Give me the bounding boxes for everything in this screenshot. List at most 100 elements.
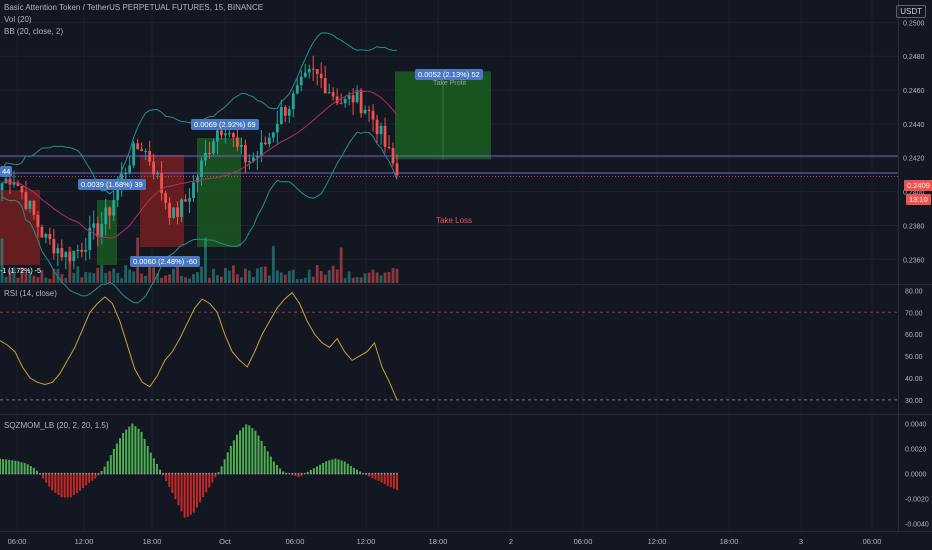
squeeze-dot — [223, 472, 226, 475]
squeeze-dot — [143, 472, 146, 475]
volume-bar — [287, 271, 291, 283]
price-tick-label: 0.2380 — [903, 223, 925, 230]
candle-body — [275, 124, 279, 133]
volume-bar — [375, 272, 379, 283]
rsi-line — [0, 291, 398, 401]
candle-body — [287, 109, 291, 116]
candle-body — [339, 103, 343, 105]
squeeze-dot — [205, 472, 208, 475]
candle-body — [331, 92, 335, 97]
squeeze-dot — [85, 472, 88, 475]
squeeze-dot — [226, 472, 229, 475]
squeeze-dot — [72, 472, 75, 475]
squeeze-dot — [199, 472, 201, 475]
candle-body — [303, 72, 307, 77]
volume-bar — [200, 266, 203, 283]
candle-body — [12, 182, 16, 185]
candle-body — [140, 149, 144, 151]
time-tick-label: 06:00 — [8, 537, 27, 546]
squeeze-dot — [76, 472, 78, 475]
sqzmom-tick-label: 0.0020 — [905, 447, 927, 454]
squeeze-dot — [371, 472, 374, 475]
volume-bar — [28, 272, 32, 283]
squeeze-dot — [171, 472, 174, 475]
candle-body — [283, 107, 287, 116]
squeeze-dot — [14, 472, 17, 475]
time-tick-label: 06:00 — [286, 537, 305, 546]
squeeze-dot — [285, 472, 288, 475]
candle-body — [279, 107, 283, 125]
squeeze-dot — [128, 472, 131, 475]
squeeze-dot — [63, 472, 66, 475]
candle-body — [164, 193, 167, 203]
squeeze-dot — [26, 472, 29, 475]
volume-bar — [168, 274, 171, 283]
volume-bar — [339, 247, 343, 283]
squeeze-dot — [389, 472, 392, 475]
volume-bar — [311, 276, 315, 283]
candle-body — [36, 214, 40, 227]
sqzmom-tick-label: -0.0020 — [905, 497, 929, 504]
candle-body — [28, 200, 32, 209]
squeeze-dot — [180, 472, 183, 475]
volume-bar — [80, 277, 84, 283]
candle-body — [395, 163, 399, 176]
squeeze-dot — [362, 472, 365, 475]
candle-body — [168, 202, 171, 218]
squeeze-dot — [109, 472, 112, 475]
volume-bar — [299, 278, 303, 283]
candle-body — [335, 96, 339, 104]
rsi-title: RSI (14, close) — [4, 289, 57, 298]
time-tick-label: 18:00 — [143, 537, 162, 546]
volume-bar — [307, 269, 311, 283]
candle-body — [323, 78, 327, 94]
volume-bar — [236, 274, 239, 283]
volume-bar — [24, 272, 28, 283]
volume-bar — [228, 270, 231, 283]
candle-body — [343, 98, 347, 104]
squeeze-dot — [288, 472, 291, 475]
squeeze-dot — [60, 472, 63, 475]
volume-bar — [331, 265, 335, 283]
squeeze-dot — [88, 472, 91, 475]
candle-body — [355, 90, 359, 103]
rsi-tick-label: 50.00 — [905, 354, 923, 361]
price-tick-label: 0.2460 — [903, 88, 925, 95]
candle-body — [20, 185, 24, 193]
squeeze-dot — [349, 472, 352, 475]
squeeze-dot — [236, 472, 238, 475]
volume-bar — [104, 272, 108, 283]
volume-bar — [180, 275, 183, 283]
volume-bar — [128, 269, 132, 283]
squeeze-dot — [39, 472, 41, 475]
volume-bar — [152, 267, 156, 283]
squeeze-dot — [131, 472, 134, 475]
volume-bar — [76, 266, 80, 283]
squeeze-dot — [211, 472, 214, 475]
squeeze-dot — [137, 472, 140, 475]
squeeze-dot — [269, 472, 272, 475]
squeeze-dot — [20, 472, 23, 475]
squeeze-dot — [359, 472, 361, 475]
volume-bar — [303, 277, 307, 283]
squeeze-dot — [174, 472, 177, 475]
squeeze-dot — [66, 472, 69, 475]
position-badge-3: 0.0039 (1.68%) 39 — [78, 179, 146, 190]
price-tick-label: 0.2420 — [903, 156, 925, 163]
squeeze-dot — [97, 472, 100, 475]
volume-bar — [259, 266, 263, 283]
volume-bar — [359, 277, 363, 283]
squeeze-dot — [100, 472, 103, 475]
currency-button[interactable]: USDT — [896, 5, 926, 18]
time-tick-label: 06:00 — [863, 537, 882, 546]
candle-body — [52, 239, 56, 254]
candle-body — [96, 223, 100, 237]
volume-bar — [112, 268, 116, 283]
squeeze-dot — [229, 472, 232, 475]
candle-body — [84, 249, 88, 252]
candle-body — [351, 95, 355, 103]
volume-bar — [0, 238, 4, 283]
volume-bar — [283, 274, 287, 283]
